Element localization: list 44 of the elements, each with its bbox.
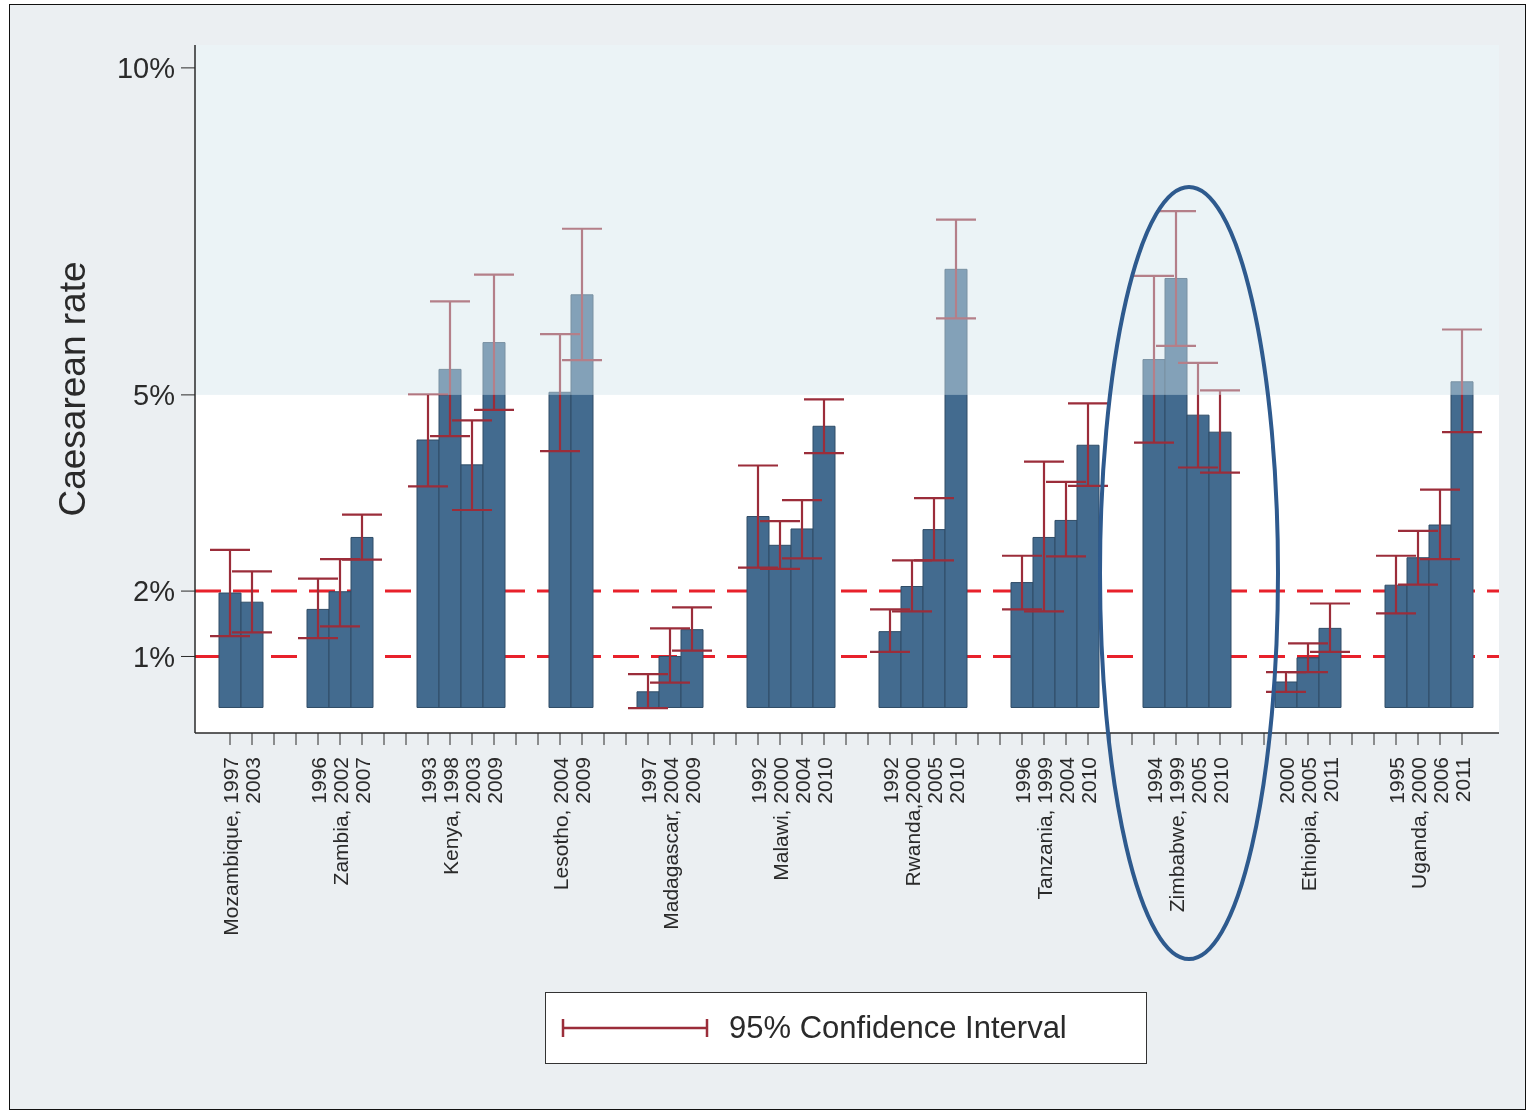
x-tick-label: Madagascar, 2004 [658, 756, 682, 930]
x-tick-label: Ethiopia, 2005 [1296, 757, 1320, 892]
x-tick-label: 2010 [1076, 757, 1100, 804]
x-tick-label: 2010 [812, 757, 836, 804]
x-tick-label: 2004 [790, 756, 814, 804]
x-tick-label: 1992 [878, 757, 902, 804]
x-tick-label: 1994 [1142, 756, 1166, 804]
x-tick-label: 2011 [1450, 757, 1474, 803]
x-tick-label: 2005 [922, 757, 946, 804]
x-tick-label: Lesotho, 2004 [548, 756, 572, 891]
x-tick-label: 2009 [570, 757, 594, 804]
legend-box: 95% Confidence Interval [545, 992, 1147, 1064]
x-tick-label: 1996 [1010, 757, 1034, 804]
x-tick-label: Tanzania, 1999 [1032, 757, 1056, 900]
x-tick-label: Kenya, 1998 [438, 757, 462, 875]
y-tick-label: 1% [133, 640, 175, 673]
x-tick-label: Rwanda,2000 [900, 757, 924, 887]
x-tick-label: 1992 [746, 757, 770, 804]
x-tick-label: 2009 [482, 757, 506, 804]
x-tick-label: 1997 [636, 757, 660, 804]
x-tick-label: 1993 [416, 757, 440, 804]
legend-title: 95% Confidence Interval [729, 1010, 1067, 1046]
y-tick-label: 5% [133, 379, 175, 412]
x-tick-label: 1995 [1384, 757, 1408, 804]
x-tick-label: 2007 [350, 757, 374, 804]
x-tick-label: 2010 [944, 757, 968, 804]
x-tick-label: 2009 [680, 757, 704, 804]
x-tick-label: Zimbabwe, 1999 [1164, 757, 1188, 913]
y-tick-label: 2% [133, 575, 175, 608]
x-tick-label: Zambia, 2002 [328, 757, 352, 886]
x-tick-label: 2004 [1054, 756, 1078, 804]
x-tick-label: 1996 [306, 757, 330, 804]
x-tick-label: 2010 [1208, 757, 1232, 804]
x-tick-label: Malawi, 2000 [768, 757, 792, 881]
x-tick-label: 2006 [1428, 757, 1452, 804]
x-tick-label: Mozambique, 1997 [218, 757, 242, 936]
x-tick-label: 2011 [1318, 757, 1342, 803]
x-tick-label: 2000 [1274, 757, 1298, 804]
y-axis-title: Caesarean rate [51, 261, 93, 517]
x-tick-label: 2003 [240, 757, 264, 804]
x-tick-label: 2005 [1186, 757, 1210, 804]
x-tick-label: Uganda, 2000 [1406, 757, 1430, 889]
x-tick-label: 2003 [460, 757, 484, 804]
y-tick-label: 10% [116, 52, 175, 85]
